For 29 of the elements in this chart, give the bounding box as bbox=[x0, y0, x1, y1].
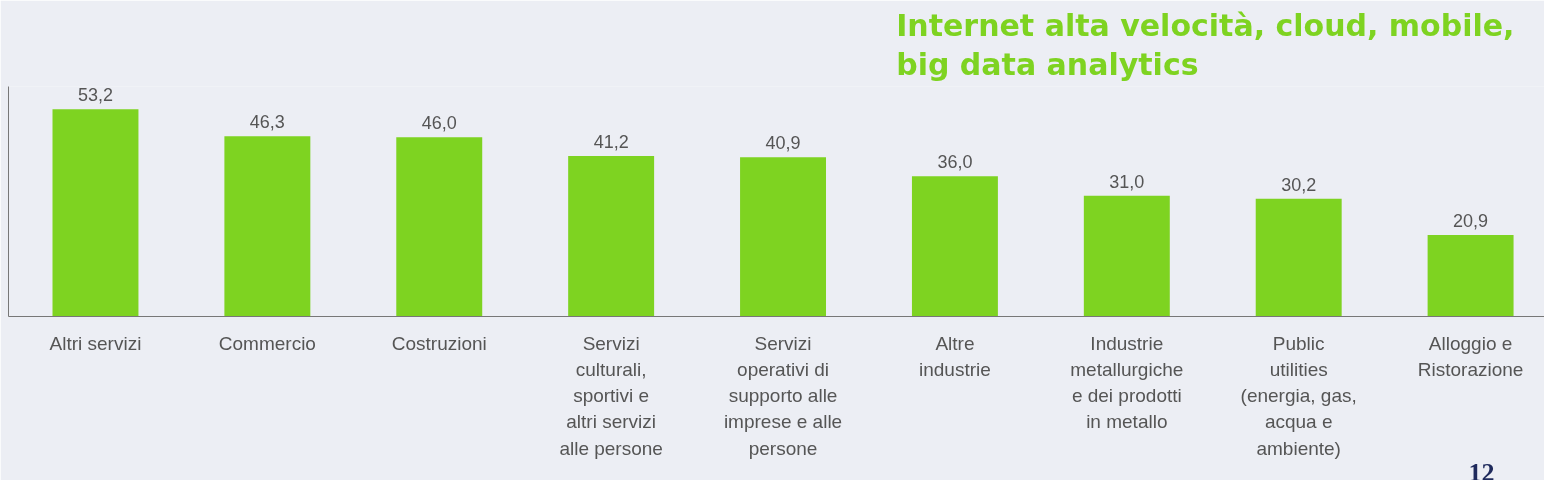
bar bbox=[568, 156, 655, 317]
data-label: 36,0 bbox=[937, 152, 973, 173]
data-label: 53,2 bbox=[77, 85, 114, 106]
data-label: 41,2 bbox=[593, 132, 629, 153]
bar bbox=[1427, 235, 1514, 317]
x-tick-label: Public utilities (energia, gas, acqua e ambiente) bbox=[1240, 332, 1357, 459]
chart-title: Internet alta velocità, cloud, mobile, big data analytics bbox=[896, 8, 1515, 82]
data-label: 20,9 bbox=[1453, 211, 1489, 232]
data-label: 46,0 bbox=[421, 113, 457, 134]
bar bbox=[740, 157, 826, 317]
x-tick-label: Servizi operativi di supporto alle imprese e alle persone bbox=[723, 332, 843, 459]
bar bbox=[911, 176, 998, 317]
data-label: 31,0 bbox=[1109, 171, 1145, 192]
bar bbox=[1083, 195, 1170, 317]
x-tick-label: Industrie metallurgiche e dei prodotti in metallo bbox=[1070, 332, 1184, 433]
data-label: 30,2 bbox=[1281, 174, 1317, 195]
x-tick-label: Altre industrie bbox=[919, 332, 991, 380]
data-label: 40,9 bbox=[765, 133, 801, 154]
x-tick-label: Commercio bbox=[218, 332, 316, 354]
bar bbox=[52, 109, 139, 317]
bar bbox=[224, 136, 311, 317]
data-label: 46,3 bbox=[249, 112, 285, 133]
bar bbox=[1255, 198, 1342, 317]
x-tick-label: Servizi culturali, sportivi e altri servizi alle persone bbox=[559, 332, 663, 459]
x-tick-label: Costruzioni bbox=[391, 332, 487, 354]
x-tick-label: Altri servizi bbox=[49, 332, 142, 354]
x-tick-label: Alloggio e Ristorazione bbox=[1417, 332, 1524, 380]
bar bbox=[396, 137, 483, 317]
text: 12 bbox=[1468, 457, 1495, 480]
